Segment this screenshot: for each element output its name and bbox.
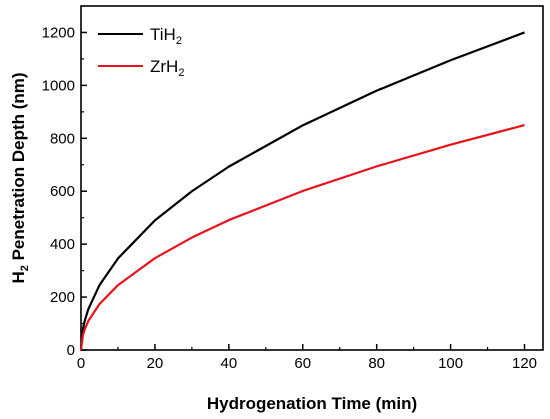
- x-tick-label: 60: [294, 355, 311, 372]
- y-tick-label: 400: [50, 236, 75, 253]
- x-tick-label: 40: [220, 355, 237, 372]
- legend: TiH2 ZrH2: [98, 25, 184, 79]
- y-tick-label: 200: [50, 289, 75, 306]
- legend-label-zrh2: ZrH2: [150, 57, 184, 79]
- x-tick-label: 120: [512, 355, 537, 372]
- y-tick-label: 1200: [42, 24, 75, 41]
- x-tick-label: 100: [438, 355, 463, 372]
- x-tick-label: 20: [147, 355, 164, 372]
- legend-label-tih2: TiH2: [150, 25, 182, 47]
- y-tick-label: 0: [67, 342, 75, 359]
- x-tick-label: 80: [368, 355, 385, 372]
- x-axis-label: Hydrogenation Time (min): [207, 394, 417, 413]
- series-lines: [79, 31, 525, 351]
- y-tick-label: 800: [50, 130, 75, 147]
- series-line-zrh2: [79, 124, 525, 351]
- series-line-tih2: [79, 31, 525, 351]
- plot-frame: [80, 5, 544, 351]
- y-tick-label: 1000: [42, 77, 75, 94]
- x-tick-label: 0: [77, 355, 85, 372]
- y-axis-label: H2 Penetration Depth (nm): [9, 72, 31, 283]
- y-tick-label: 600: [50, 183, 75, 200]
